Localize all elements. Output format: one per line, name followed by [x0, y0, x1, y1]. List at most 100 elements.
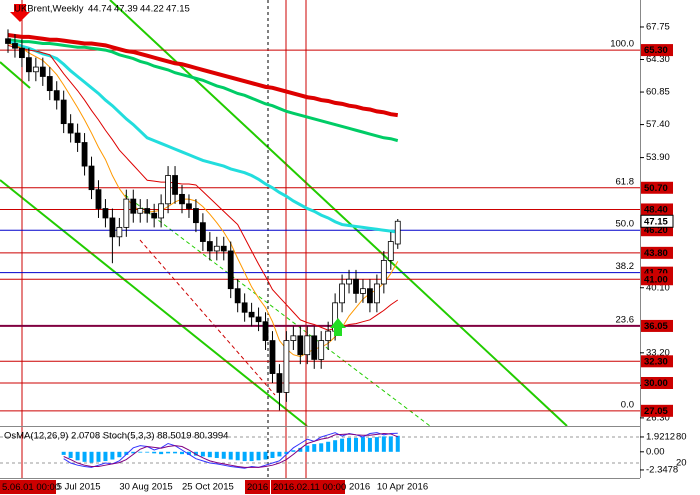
osma-bar — [263, 451, 268, 460]
candle-body — [318, 340, 325, 360]
y-tick-label: 40.10 — [646, 282, 670, 293]
osma-bar — [89, 451, 94, 463]
osma-bar — [312, 444, 317, 452]
y-tick-label: 67.75 — [646, 21, 670, 32]
candle-body — [123, 198, 130, 228]
osma-bar — [82, 451, 87, 462]
candle-body — [53, 90, 60, 101]
y-tick-label: 57.40 — [646, 119, 670, 130]
osma-bar — [340, 438, 345, 452]
arrow-down — [10, 4, 30, 22]
osma-bar — [284, 451, 289, 455]
candle-body — [67, 123, 74, 134]
candle-body — [227, 250, 234, 290]
fib-label: 100.0 — [610, 39, 634, 50]
candle-body — [283, 340, 290, 393]
osma-bar — [256, 451, 261, 461]
level-label: 46.20 — [644, 225, 668, 236]
level-box — [641, 355, 673, 368]
indicator-title: OsMA(12,26,9) 2.0708 Stoch(5,3,3) 88.501… — [4, 431, 228, 442]
candle-body — [262, 321, 269, 341]
candle-body — [346, 278, 352, 285]
candle-body — [81, 142, 88, 167]
candle-body — [25, 57, 32, 73]
candle-body — [269, 340, 276, 374]
candle-body — [5, 38, 11, 44]
crosshair-label: 2016.02.11 00:00 — [273, 482, 346, 493]
y-tick-label: 33.20 — [646, 347, 670, 358]
fib-label: 50.0 — [616, 219, 635, 230]
level-label: 65.30 — [644, 45, 668, 56]
candle-body — [290, 335, 297, 341]
candle-body — [116, 226, 123, 238]
candle-body — [213, 245, 220, 252]
level-label: 36.05 — [644, 321, 668, 332]
x-tick-label: 5 Jul 2015 — [57, 482, 101, 493]
candle-body — [234, 288, 241, 304]
x-tick-label: 30 Aug 2015 — [119, 482, 172, 493]
candle-body — [172, 175, 178, 195]
ohlc-value: 44.22 — [140, 4, 164, 15]
level-box — [641, 376, 673, 389]
candle-body — [373, 283, 380, 304]
osma-bar — [354, 437, 358, 452]
osma-bar — [270, 451, 275, 458]
osma-bar — [180, 451, 184, 455]
candle-body — [74, 132, 81, 143]
candle-body — [380, 259, 387, 285]
candle-body — [88, 165, 95, 191]
osma-bar — [242, 451, 247, 462]
current-price: 47.15 — [644, 216, 668, 227]
osma-bar — [166, 451, 171, 454]
trend-line — [0, 179, 308, 427]
moving-average — [7, 42, 399, 358]
candle-body — [255, 316, 262, 323]
osma-bar — [124, 451, 129, 455]
osma-bar — [214, 451, 219, 458]
osma-bar — [173, 451, 178, 454]
candle-body — [394, 220, 401, 245]
level-box — [641, 181, 673, 194]
osma-bar — [117, 451, 122, 458]
ohlc-value: 47.39 — [114, 4, 138, 15]
level-label: 27.05 — [644, 406, 668, 417]
candle-body — [186, 203, 192, 209]
level-box — [641, 44, 673, 57]
level-box — [641, 404, 673, 417]
candle-body — [32, 66, 39, 73]
osma-bar — [152, 451, 157, 454]
osma-bar — [68, 451, 73, 458]
osma-bar — [110, 451, 115, 460]
trend-line — [109, 0, 568, 427]
y-tick-label: 53.90 — [646, 152, 670, 163]
osma-bar — [200, 451, 205, 457]
fib-label: 23.6 — [616, 314, 635, 325]
osma-bar — [298, 447, 303, 452]
y-tick-label: 60.85 — [646, 87, 670, 98]
osma-bar — [186, 451, 191, 455]
candle-body — [179, 193, 185, 205]
y-tick-label: 1.9212 — [646, 431, 675, 442]
candle-body — [311, 335, 318, 360]
y2-tick-label: 20 — [676, 458, 687, 469]
osma-bar — [277, 451, 282, 457]
crosshair-box — [245, 480, 270, 494]
candle-body — [248, 311, 255, 318]
candle-body — [360, 288, 366, 294]
osma-bar — [319, 443, 324, 452]
ohlc-value: 47.15 — [166, 4, 190, 15]
stoch-line — [63, 433, 398, 468]
candle-body — [158, 203, 165, 219]
osma-bar — [360, 437, 365, 452]
candle-body — [220, 245, 227, 252]
osma-bar — [103, 451, 108, 462]
candle-body — [137, 208, 144, 214]
y-tick-label: -2.3478 — [646, 464, 678, 475]
level-box — [641, 319, 673, 332]
osma-bar — [193, 451, 198, 456]
level-box — [641, 246, 673, 259]
labels: 100.0 61.8 50.0 38.2 23.6 0.0 67.75 64.30 60.85 5… — [0, 4, 687, 494]
crosshair-box — [0, 480, 56, 494]
